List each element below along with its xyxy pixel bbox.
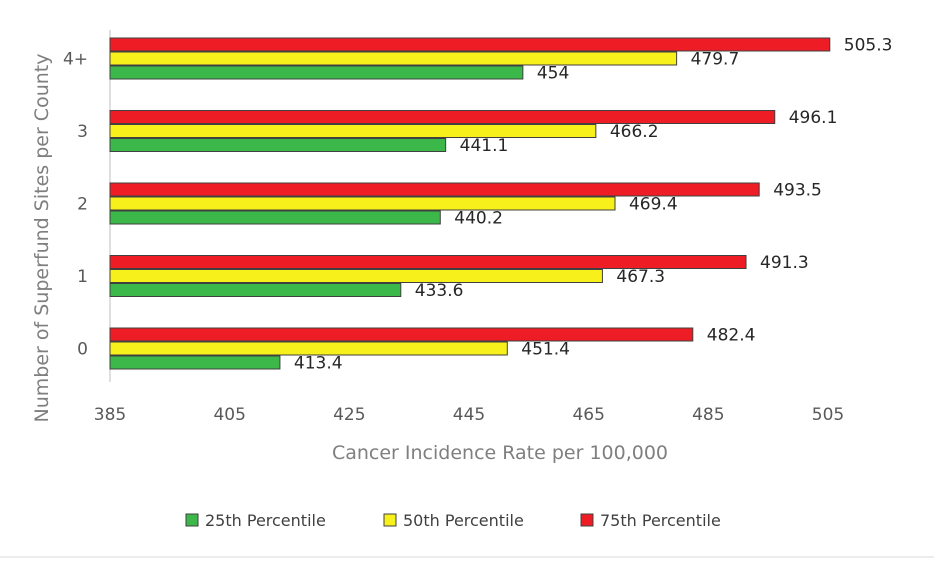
data-label: 466.2 — [610, 122, 659, 142]
data-label: 479.7 — [691, 50, 740, 70]
data-label: 469.4 — [629, 195, 678, 215]
x-tick-label: 505 — [812, 405, 844, 425]
data-label: 496.1 — [789, 108, 838, 128]
y-tick-label: 0 — [77, 340, 88, 360]
bar-25th-percentile-3 — [109, 138, 447, 152]
data-label: 441.1 — [460, 136, 509, 156]
bar-50th-percentile-1 — [109, 269, 603, 283]
legend: 25th Percentile 50th Percentile 75th Perce… — [185, 511, 721, 530]
x-tick-label: 445 — [453, 405, 485, 425]
data-label: 491.3 — [760, 253, 809, 273]
bars-layer — [109, 37, 831, 370]
x-tick-label: 405 — [213, 405, 245, 425]
legend-item-25th-percentile: 25th Percentile — [185, 511, 326, 530]
bar-75th-percentile-4plus — [109, 37, 831, 52]
data-label: 454 — [537, 64, 569, 84]
y-tick-label: 1 — [77, 267, 88, 287]
data-label: 505.3 — [844, 36, 893, 56]
bar-75th-percentile-2 — [109, 182, 760, 197]
legend-label: 75th Percentile — [600, 511, 721, 530]
bar-75th-percentile-1 — [109, 255, 747, 269]
bar-50th-percentile-0 — [109, 341, 508, 356]
data-label: 413.4 — [294, 354, 343, 374]
legend-swatch — [580, 513, 594, 527]
bar-25th-percentile-1 — [109, 283, 402, 297]
category-labels-layer: 4+ 3 2 1 0 — [63, 50, 88, 360]
bar-50th-percentile-4plus — [109, 51, 678, 66]
legend-swatch — [185, 513, 199, 527]
legend-item-75th-percentile: 75th Percentile — [580, 511, 721, 530]
bar-25th-percentile-2 — [109, 210, 441, 225]
y-tick-label: 2 — [77, 195, 88, 215]
bar-25th-percentile-4plus — [109, 65, 524, 80]
x-tick-label: 465 — [572, 405, 604, 425]
bar-50th-percentile-3 — [109, 124, 597, 138]
data-label: 433.6 — [415, 281, 464, 301]
x-tick-labels-layer: 385 405 425 445 465 485 505 — [94, 405, 844, 425]
x-tick-label: 385 — [94, 405, 126, 425]
legend-label: 25th Percentile — [205, 511, 326, 530]
bar-75th-percentile-0 — [109, 327, 694, 342]
x-axis-title: Cancer Incidence Rate per 100,000 — [332, 442, 668, 464]
legend-label: 50th Percentile — [403, 511, 524, 530]
data-label: 493.5 — [773, 181, 822, 201]
bar-50th-percentile-2 — [109, 196, 616, 211]
x-tick-label: 425 — [333, 405, 365, 425]
data-label: 440.2 — [454, 209, 503, 229]
bar-75th-percentile-3 — [109, 110, 776, 124]
legend-item-50th-percentile: 50th Percentile — [383, 511, 524, 530]
x-tick-label: 485 — [692, 405, 724, 425]
bar-25th-percentile-0 — [109, 355, 281, 370]
data-labels-layer: 505.3 479.7 454 496.1 466.2 441.1 493.5 469.4 44… — [294, 36, 893, 374]
y-tick-label: 4+ — [63, 50, 88, 70]
data-label: 482.4 — [707, 326, 756, 346]
y-tick-label: 3 — [77, 122, 88, 142]
data-label: 451.4 — [521, 340, 570, 360]
data-label: 467.3 — [616, 267, 665, 287]
legend-swatch — [383, 513, 397, 527]
y-axis-title: Number of Superfund Sites per County — [31, 54, 53, 423]
